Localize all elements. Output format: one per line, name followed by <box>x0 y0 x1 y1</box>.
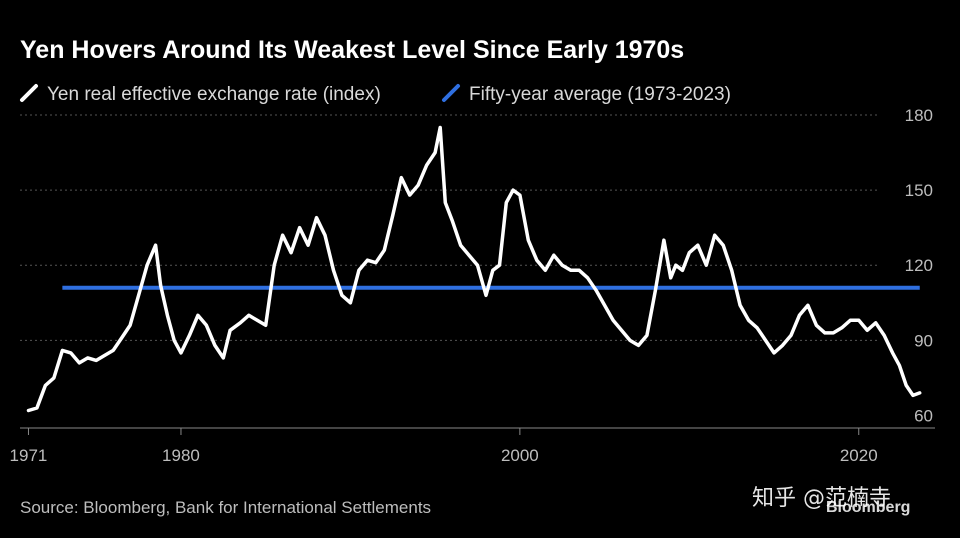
legend-swatch-series <box>20 84 38 102</box>
y-tick-label: 150 <box>905 181 933 200</box>
plot-area <box>26 125 922 413</box>
legend-swatch-average <box>442 84 460 102</box>
watermark-brand: Bloomberg <box>826 499 910 516</box>
grid <box>20 114 880 341</box>
y-tick-label: 60 <box>914 406 933 425</box>
x-tick-label: 2020 <box>840 446 878 465</box>
y-axis: 60 90 120 150 180 <box>905 106 933 425</box>
chart-title: Yen Hovers Around Its Weakest Level Sinc… <box>20 36 684 64</box>
legend: Yen real effective exchange rate (index)… <box>20 84 731 105</box>
source-note: Source: Bloomberg, Bank for Internationa… <box>20 498 431 517</box>
legend-label-average: Fifty-year average (1973-2023) <box>469 84 731 105</box>
y-tick-label: 90 <box>914 331 933 350</box>
watermark-text: 知乎 @范楠寺 <box>752 486 891 511</box>
x-tick-label: 2000 <box>501 446 539 465</box>
y-tick-label: 180 <box>905 106 933 125</box>
x-axis: 1971 1980 2000 2020 <box>10 427 935 465</box>
series-line-yen-reer <box>26 125 922 413</box>
x-tick-label: 1971 <box>10 446 48 465</box>
y-tick-label: 120 <box>905 256 933 275</box>
x-tick-label: 1980 <box>162 446 200 465</box>
legend-label-series: Yen real effective exchange rate (index) <box>47 84 381 105</box>
